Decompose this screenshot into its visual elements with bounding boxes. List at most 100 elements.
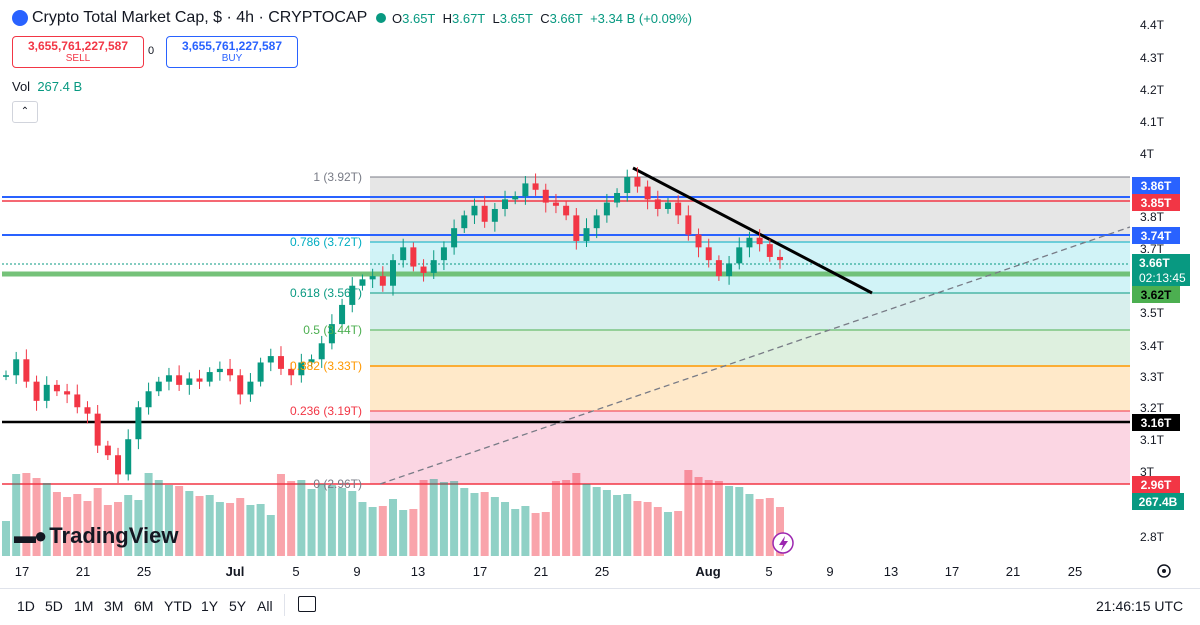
volume-bar [164,485,173,556]
candle [430,260,437,273]
volume-bar [297,480,306,556]
candle [328,324,335,344]
volume-bar [287,481,296,556]
range-all[interactable]: All [257,598,273,614]
time-tick: Jul [226,564,245,579]
volume-bar [22,473,31,556]
candle [359,279,366,286]
volume-bar [450,481,459,556]
volume-bars [2,470,784,556]
volume-bar [623,494,632,556]
collapse-legend-button[interactable]: ⌃ [12,101,38,123]
candle [43,384,50,401]
volume-label: Vol [12,79,31,94]
price-tick: 3T [1140,465,1155,479]
volume-bar [42,483,51,556]
volume-bar [572,473,581,556]
candle [64,391,71,395]
time-tick: 9 [826,564,833,579]
fib-label-05: 0.5 (3.44T) [303,323,362,337]
price-tick: 4.4T [1140,18,1165,32]
volume-bar [154,480,163,556]
gear-icon[interactable] [1157,564,1171,578]
price-badge-red-top: 3.85T [1141,196,1172,210]
candle [695,234,702,248]
price-badge-blue-top: 3.86T [1141,179,1172,193]
candle [766,244,773,257]
volume-bar [307,489,316,556]
volume-bar [755,499,764,556]
close-label: C [540,11,550,26]
buy-price: 3,655,761,227,587 [181,39,283,53]
time-tick: 13 [411,564,425,579]
bottom-toolbar [0,588,1200,625]
range-3m[interactable]: 3M [104,598,124,614]
last-price-badge: 3.66T [1139,256,1170,270]
volume-bar [134,500,143,556]
range-1m[interactable]: 1M [74,598,94,614]
candle [84,407,91,414]
candle [74,394,81,408]
volume-bar [470,493,479,556]
candle [176,375,183,385]
range-1d[interactable]: 1D [17,598,35,614]
candle [339,304,346,325]
candle [461,215,468,229]
price-tick: 3.7T [1140,242,1165,256]
candle [542,189,549,203]
volume-bar [215,502,224,556]
volume-bar [144,473,153,556]
calendar-icon[interactable] [298,596,316,612]
range-ytd[interactable]: YTD [164,598,192,614]
clock[interactable]: 21:46:15 UTC [1096,598,1184,614]
sell-label: SELL [65,53,91,64]
range-6m[interactable]: 6M [134,598,154,614]
candle [298,362,305,376]
range-5y[interactable]: 5Y [229,598,247,614]
time-tick: 5 [765,564,772,579]
candle [135,407,142,440]
range-1y[interactable]: 1Y [201,598,219,614]
lightning-icon[interactable] [772,532,794,554]
candle [257,362,264,382]
volume-bar [490,497,499,556]
candle [634,177,641,187]
sell-button[interactable]: 3,655,761,227,587 SELL [12,36,144,68]
time-tick: 5 [292,564,299,579]
market-status-icon[interactable] [376,13,386,23]
candle [471,205,478,216]
candle [145,391,152,408]
volume-bar [348,491,357,556]
candle [777,256,783,261]
candle [614,192,621,203]
volume-bar [266,515,275,556]
time-tick: 9 [353,564,360,579]
open-value: 3.65T [402,11,436,26]
close-value: 3.66T [549,11,583,26]
time-tick: 25 [137,564,151,579]
candle [247,381,254,395]
volume-bar [480,492,489,556]
branding-text: TradingView [49,523,179,548]
price-tick: 3.8T [1140,210,1165,224]
candle [420,266,427,273]
tv-mark-icon: ▬● [14,523,47,548]
volume-bar [633,501,642,556]
buy-button[interactable]: 3,655,761,227,587 BUY [166,36,298,68]
candle [552,202,559,206]
candle [288,368,295,376]
candle [664,202,671,209]
fib-label-0: 0 (2.96T) [313,477,362,491]
symbol-title[interactable]: Crypto Total Market Cap, $ · 4h · CRYPTO… [32,9,368,26]
candle [512,196,519,200]
candle [563,205,570,216]
volume-bar [663,512,672,556]
spread-value: 0 [148,45,155,57]
candle [685,215,692,235]
candle [522,183,529,197]
volume-bar [236,498,245,556]
range-5d[interactable]: 5D [45,598,63,614]
volume-bar [246,505,255,556]
price-badge-black: 3.16T [1141,416,1172,430]
